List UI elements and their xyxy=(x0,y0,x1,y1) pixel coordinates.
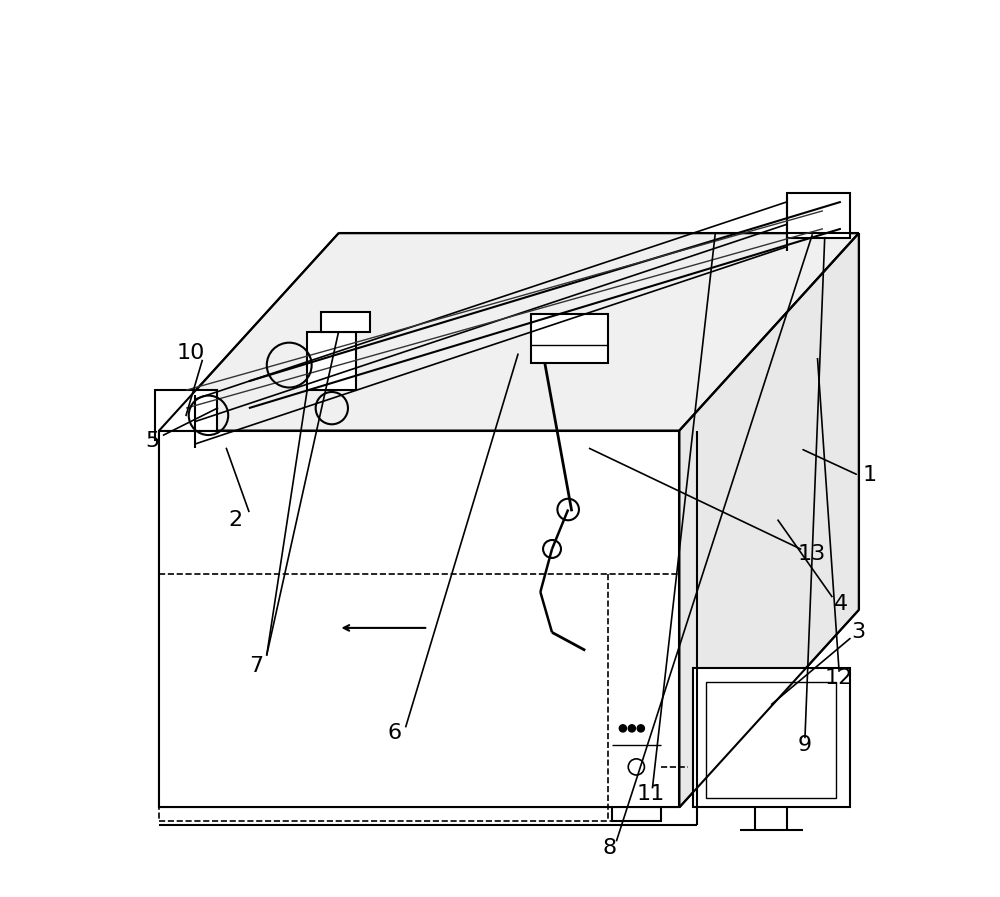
Bar xyxy=(612,704,661,821)
Bar xyxy=(693,668,850,807)
Bar xyxy=(787,193,850,238)
Bar xyxy=(706,682,836,798)
Circle shape xyxy=(619,725,626,732)
Bar xyxy=(321,312,370,332)
Text: 12: 12 xyxy=(825,668,853,688)
Text: 7: 7 xyxy=(249,656,263,675)
Text: 10: 10 xyxy=(176,343,205,362)
Bar xyxy=(307,332,356,390)
Text: 11: 11 xyxy=(637,784,665,804)
Polygon shape xyxy=(679,233,859,807)
Text: 9: 9 xyxy=(798,735,812,754)
Text: 3: 3 xyxy=(852,623,866,642)
Polygon shape xyxy=(159,233,859,431)
Bar xyxy=(531,314,608,363)
Text: 8: 8 xyxy=(602,838,616,858)
Text: 1: 1 xyxy=(863,466,877,485)
Bar xyxy=(226,438,267,457)
Polygon shape xyxy=(159,431,679,807)
Text: 5: 5 xyxy=(145,431,159,451)
Text: 4: 4 xyxy=(834,594,848,614)
Circle shape xyxy=(628,725,635,732)
Text: 2: 2 xyxy=(228,510,242,530)
Text: 13: 13 xyxy=(798,544,826,564)
Circle shape xyxy=(637,725,644,732)
Text: 6: 6 xyxy=(387,723,401,743)
Bar xyxy=(155,390,217,440)
